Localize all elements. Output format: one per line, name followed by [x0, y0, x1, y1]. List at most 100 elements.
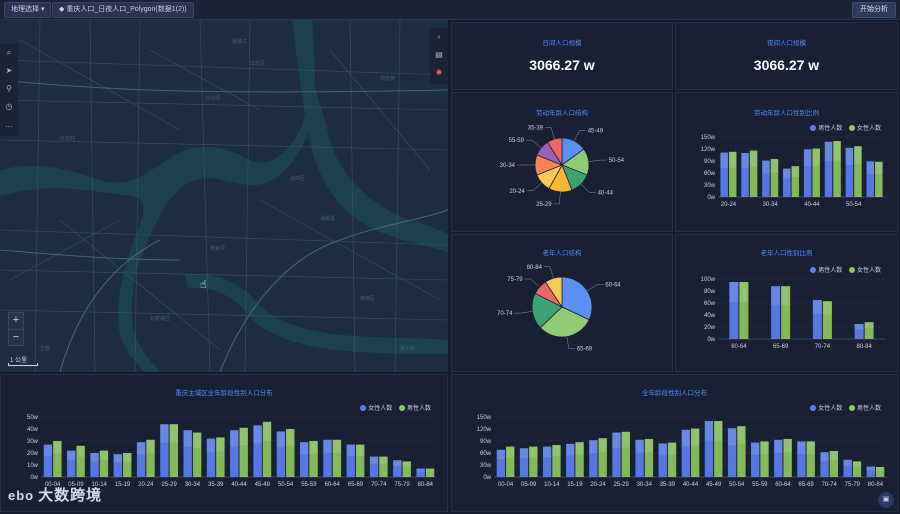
bar-highlight: [393, 460, 402, 467]
bar-55-59-1: [760, 441, 769, 477]
pie-leader-line: [587, 284, 604, 292]
map-view[interactable]: 嘉陵江 江北区 沙坪坝 渝中区 九龙坡区 南岸区 红岩村 观音桥 海棠溪 杨家坪 华岩 弹子石 …: [0, 20, 448, 372]
x-tick-label: 00-04: [498, 482, 514, 488]
svg-text:嘉陵江: 嘉陵江: [232, 38, 247, 45]
collapse-icon[interactable]: ‹: [437, 32, 441, 41]
svg-text:弹子石: 弹子石: [400, 345, 415, 352]
bar-highlight: [751, 442, 760, 455]
bar-25-29-0: [612, 432, 621, 477]
bar-highlight: [704, 421, 714, 441]
bar-45-49-0: [253, 425, 262, 477]
table-icon[interactable]: ▤: [435, 50, 443, 59]
bar-highlight: [806, 441, 815, 454]
bar-45-49-0: [824, 141, 833, 197]
geo-select-label: 地理选择: [11, 6, 39, 13]
elder-bar-chart: 100w 80w 60w 40w 20w 0w 60-64 65-69 70-74 80-84: [701, 277, 885, 350]
pie-label: 20-24: [509, 189, 525, 195]
bar-highlight: [542, 446, 552, 458]
bar-70-74-0: [369, 456, 379, 477]
labor-bar-chart: 150w 120w 90w 60w 30w 0w 20-24 30-34 40-44 50-54: [701, 135, 885, 208]
pie-leader-line: [543, 266, 554, 279]
bar-highlight: [864, 322, 874, 329]
x-tick-label: 35-39: [660, 482, 676, 488]
bar-45-49-0: [704, 421, 714, 477]
pin-icon[interactable]: ⚲: [6, 84, 12, 93]
bar-highlight: [99, 450, 109, 460]
bar-highlight: [90, 453, 99, 462]
zoom-control: + −: [8, 312, 24, 346]
y-tick-label: 0w: [707, 195, 715, 201]
bar-50-54-1: [286, 429, 295, 477]
y-tick-label: 10w: [27, 463, 39, 469]
pie-label: 45-49: [588, 128, 604, 134]
history-icon[interactable]: ◷: [5, 102, 13, 111]
bar-30-34-0: [762, 160, 770, 197]
bar-60-64-1: [739, 282, 749, 339]
y-tick-label: 50w: [27, 415, 39, 421]
x-tick-label: 15-19: [115, 482, 131, 488]
bar-40-44-1: [691, 428, 700, 477]
layer-tab-label: 重庆人口_日夜人口_Polygon(数据1(2)): [66, 6, 187, 13]
bar-35-39-1: [216, 437, 225, 477]
bar-highlight: [621, 431, 630, 448]
geo-select-dropdown[interactable]: 地理选择 ▾: [4, 2, 52, 18]
elder-bar-legend: 男性人数 女性人数: [805, 265, 881, 274]
pie-leader-line: [526, 182, 542, 192]
bar-50-54-0: [276, 431, 286, 477]
bar-highlight: [369, 456, 379, 464]
overall-age-gender-panel: 全年龄段性别人口分布 女性人数 男性人数 150w 120w 90w 60w 30w 0w…: [451, 374, 898, 512]
x-tick-label: 25-29: [613, 482, 629, 488]
bar-highlight: [136, 442, 146, 455]
bar-05-09-0: [67, 450, 76, 477]
bar-15-19-1: [575, 442, 584, 477]
zoom-in-button[interactable]: +: [12, 314, 20, 326]
more-icon[interactable]: …: [5, 120, 13, 129]
corner-action-button[interactable]: ▣: [878, 492, 894, 508]
bar-highlight: [739, 282, 749, 302]
x-tick-label: 00-04: [45, 482, 61, 488]
bar-highlight: [416, 468, 425, 472]
x-tick-label: 50-54: [846, 202, 862, 208]
bar-highlight: [612, 432, 621, 449]
x-tick-label: 10-14: [92, 482, 108, 488]
bar-highlight: [875, 467, 885, 471]
labor-gender-ratio-panel: 劳动年龄人口性别比例 男性人数 女性人数 150w 120w 90w 60w 30w 0w…: [675, 92, 898, 232]
bar-65-69-0: [771, 286, 781, 339]
bar-65-69-0: [797, 441, 806, 477]
bar-20-24-1: [598, 438, 607, 477]
pie-leader-line: [514, 311, 533, 314]
bar-highlight: [589, 440, 598, 454]
y-tick-label: 60w: [704, 171, 716, 177]
zoom-out-button[interactable]: −: [9, 329, 23, 345]
pie-label: 65-69: [577, 346, 593, 352]
bar-00-04-0: [43, 444, 53, 477]
x-tick-label: 65-69: [798, 482, 814, 488]
bar-highlight: [379, 456, 388, 464]
bar-highlight: [169, 424, 179, 443]
pie-label: 30-34: [500, 163, 516, 169]
x-tick-label: 80-84: [418, 482, 434, 488]
svg-text:江北区: 江北区: [250, 60, 265, 67]
bar-highlight: [598, 438, 607, 452]
settings-icon[interactable]: ✺: [435, 68, 443, 77]
x-tick-label: 55-59: [301, 482, 317, 488]
navigate-icon[interactable]: ➤: [5, 66, 13, 75]
bar-highlight: [355, 444, 365, 456]
search-icon[interactable]: ⌕: [6, 48, 12, 57]
start-analysis-button[interactable]: 开始分析: [852, 2, 896, 18]
bar-highlight: [53, 441, 62, 454]
x-tick-label: 40-44: [683, 482, 699, 488]
bar-10-14-1: [552, 445, 561, 477]
bar-highlight: [253, 425, 262, 444]
bar-highlight: [230, 430, 239, 447]
bar-25-29-1: [621, 431, 630, 477]
legend-male-label: 男性人数: [818, 126, 843, 132]
bar-highlight: [332, 439, 342, 453]
x-tick-label: 75-79: [394, 482, 410, 488]
legend-male-label: 男性人数: [818, 268, 843, 274]
bar-highlight: [829, 451, 839, 461]
layer-tab[interactable]: ◆ 重庆人口_日夜人口_Polygon(数据1(2)): [52, 2, 194, 18]
x-tick-label: 35-39: [208, 482, 224, 488]
bar-highlight: [183, 430, 192, 447]
bar-70-74-1: [829, 451, 839, 477]
